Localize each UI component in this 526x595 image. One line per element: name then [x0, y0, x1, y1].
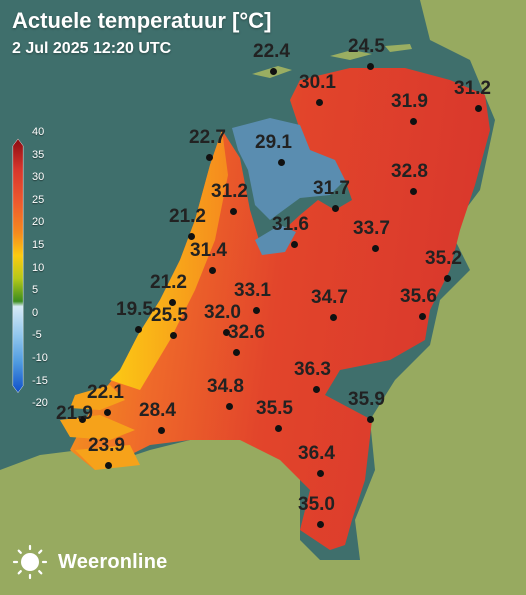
station-dot	[205, 153, 213, 161]
brand-name: Weeronline	[58, 550, 168, 573]
station-dot	[274, 424, 282, 432]
sun-logo-icon	[12, 544, 48, 580]
station-dot	[252, 306, 260, 314]
legend-tick: -10	[32, 352, 48, 364]
station-temperature: 32.8	[391, 161, 428, 182]
station-dot	[418, 312, 426, 320]
map-timestamp: 2 Jul 2025 12:20 UTC	[12, 40, 172, 57]
station-dot	[232, 348, 240, 356]
legend-colorbar	[12, 138, 24, 393]
station-temperature: 33.1	[234, 280, 271, 301]
brand-logo: Weeronline	[12, 543, 167, 581]
station-dot	[78, 415, 86, 423]
legend-tick: 15	[32, 239, 45, 251]
station-dot	[312, 385, 320, 393]
station-temperature: 30.1	[299, 72, 336, 93]
station-temperature: 36.3	[294, 359, 331, 380]
station-dot	[290, 240, 298, 248]
station-dot	[134, 325, 142, 333]
station-dot	[229, 207, 237, 215]
station-dot	[409, 117, 417, 125]
station-temperature: 21.2	[169, 206, 206, 227]
station-temperature: 32.0	[204, 302, 241, 323]
legend-tick: -15	[32, 374, 48, 387]
station-dot	[443, 274, 451, 282]
station-dot	[104, 461, 112, 469]
station-temperature: 22.7	[189, 127, 226, 148]
station-temperature: 35.6	[400, 286, 437, 307]
station-dot	[168, 298, 176, 306]
zeeland	[60, 385, 140, 470]
station-dot	[157, 426, 165, 434]
station-temperature: 35.0	[298, 494, 335, 515]
station-dot	[316, 469, 324, 477]
station-dot	[331, 204, 339, 212]
legend-tick: 20	[32, 216, 45, 229]
station-temperature: 34.7	[311, 287, 348, 308]
station-dot	[329, 313, 337, 321]
station-temperature: 35.2	[425, 248, 462, 269]
station-temperature: 31.9	[391, 91, 428, 112]
legend-tick: 0	[32, 306, 39, 319]
legend-tick: 25	[32, 193, 45, 206]
legend-tick: 30	[32, 171, 45, 184]
station-dot	[474, 104, 482, 112]
ijsselmeer	[232, 118, 345, 220]
legend-tick: 35	[32, 148, 45, 161]
map-title: Actuele temperatuur [°C]	[12, 8, 272, 33]
station-dot	[103, 408, 111, 416]
wadden-islands	[252, 44, 412, 78]
station-temperature: 21.9	[56, 403, 93, 424]
markermeer	[255, 225, 296, 255]
station-dot	[366, 415, 374, 423]
station-dot	[187, 232, 195, 240]
station-temperature: 31.2	[211, 181, 248, 202]
station-dot	[277, 158, 285, 166]
legend-tick: 10	[32, 261, 45, 274]
station-temperature: 32.6	[228, 322, 265, 343]
coastal-band	[110, 130, 228, 390]
station-dot	[371, 244, 379, 252]
station-dot	[269, 67, 277, 75]
station-temperature: 22.4	[253, 41, 290, 62]
netherlands-land	[70, 68, 490, 550]
station-temperature: 31.6	[272, 214, 309, 235]
legend-tick: -20	[32, 397, 48, 410]
station-dot	[169, 331, 177, 339]
station-temperature: 36.4	[298, 443, 335, 464]
legend-tick: -5	[32, 329, 42, 342]
station-temperature: 34.8	[207, 376, 244, 397]
station-temperature: 33.7	[353, 218, 390, 239]
station-temperature: 22.1	[87, 382, 124, 403]
legend-tick: 40	[32, 126, 45, 138]
station-temperature: 31.2	[454, 78, 491, 99]
station-dot	[316, 520, 324, 528]
station-temperature: 23.9	[88, 435, 125, 456]
station-dot	[366, 62, 374, 70]
station-temperature: 28.4	[139, 400, 176, 421]
station-temperature: 21.2	[150, 272, 187, 293]
station-dot	[409, 187, 417, 195]
station-temperature: 35.9	[348, 389, 385, 410]
station-temperature: 24.5	[348, 36, 385, 57]
station-dot	[225, 402, 233, 410]
station-temperature: 25.5	[151, 305, 188, 326]
station-dot	[222, 328, 230, 336]
station-temperature: 29.1	[255, 132, 292, 153]
temperature-legend: 40 35 30 25 20 15 10 5 0 -5 -10 -15 -20	[10, 120, 60, 415]
station-temperature: 19.5	[116, 299, 153, 320]
station-temperature: 31.7	[313, 178, 350, 199]
station-temperature: 31.4	[190, 240, 227, 261]
legend-tick: 5	[32, 284, 39, 297]
station-dot	[315, 98, 323, 106]
station-dot	[208, 266, 216, 274]
station-temperature: 35.5	[256, 398, 293, 419]
